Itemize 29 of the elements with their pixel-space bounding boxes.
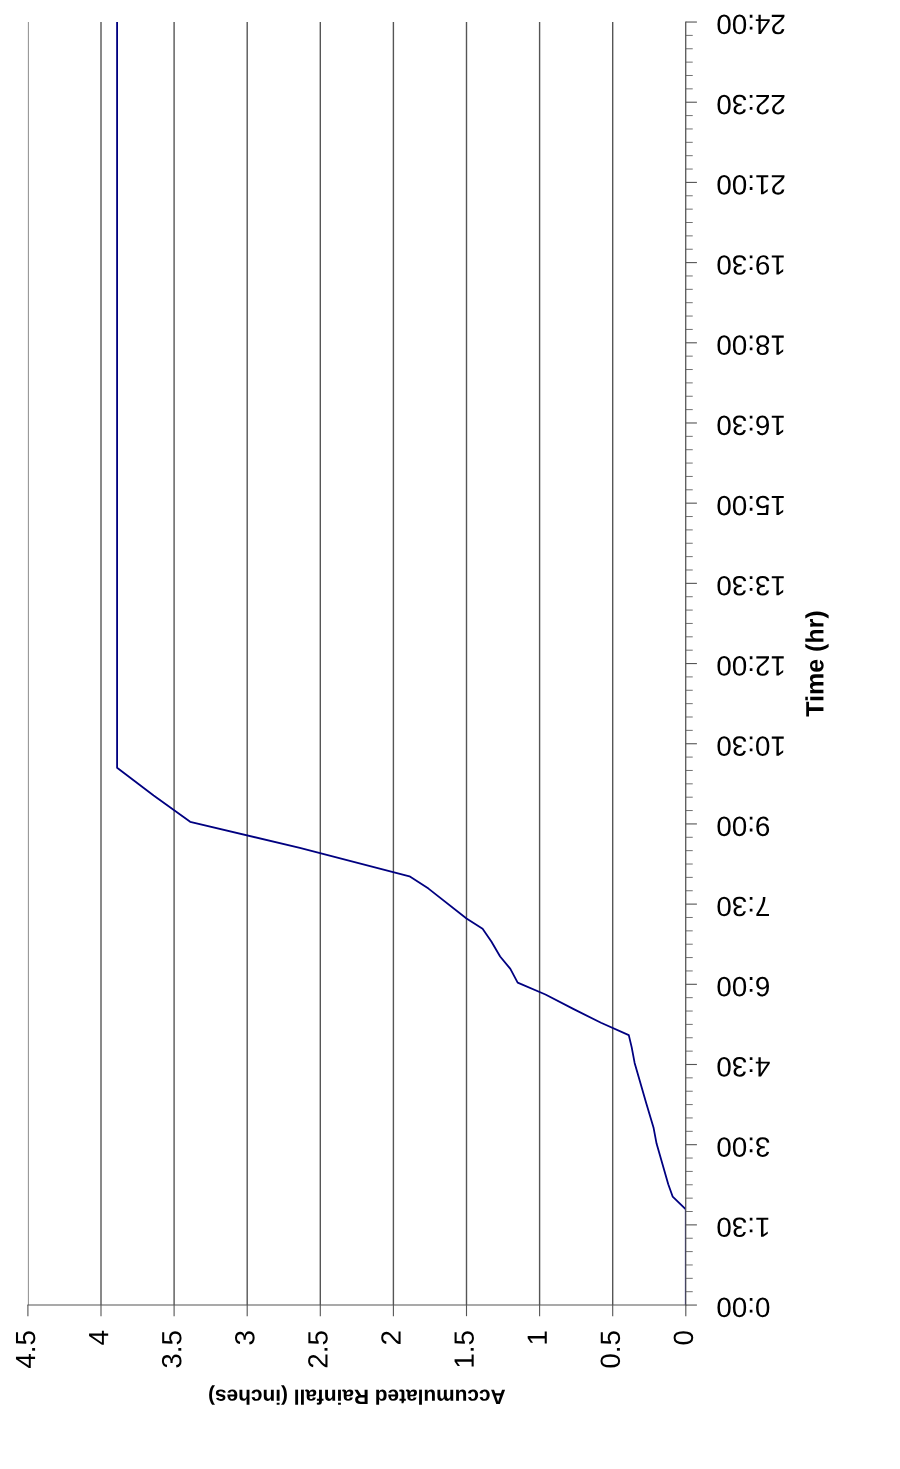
y-tick-label: 0:00 bbox=[717, 1297, 770, 1318]
y-tick-label: 12:00 bbox=[717, 656, 784, 676]
y-tick-label: 3:00 bbox=[717, 1137, 770, 1157]
x-tick-label: 2 bbox=[381, 1331, 401, 1345]
y-tick-label: 4:30 bbox=[717, 1057, 770, 1077]
x-tick-label: 1.5 bbox=[454, 1331, 474, 1367]
x-tick-label: 2.5 bbox=[308, 1331, 328, 1368]
y-tick-label: 21:00 bbox=[717, 174, 785, 195]
y-tick-label: 9:00 bbox=[717, 816, 770, 837]
x-axis-title: Accumulated Rainfall (inches) bbox=[209, 1385, 506, 1405]
x-tick-label: 4.5 bbox=[15, 1331, 36, 1369]
y-tick-label: 16:30 bbox=[717, 415, 784, 436]
y-tick-label: 19:30 bbox=[717, 255, 784, 275]
x-tick-label: 0.5 bbox=[600, 1331, 621, 1368]
y-tick-label: 24:00 bbox=[717, 14, 785, 35]
x-tick-label: 3 bbox=[234, 1331, 255, 1345]
y-tick-label: 1:30 bbox=[717, 1217, 769, 1238]
x-tick-label: 1 bbox=[527, 1331, 547, 1344]
y-tick-label: 18:00 bbox=[717, 335, 784, 355]
x-tick-label: 0 bbox=[673, 1331, 694, 1345]
y-tick-label: 10:30 bbox=[717, 736, 784, 756]
x-tick-label: 4 bbox=[89, 1330, 109, 1345]
x-tick-label: 3.5 bbox=[161, 1331, 182, 1368]
y-tick-label: 6:00 bbox=[717, 976, 769, 997]
y-tick-label: 15:00 bbox=[717, 495, 784, 516]
y-tick-label: 7:30 bbox=[717, 896, 769, 917]
y-tick-label: 22:30 bbox=[717, 94, 785, 115]
y-axis-title: Time (hr) bbox=[805, 611, 829, 717]
y-tick-label: 13:30 bbox=[717, 575, 784, 596]
